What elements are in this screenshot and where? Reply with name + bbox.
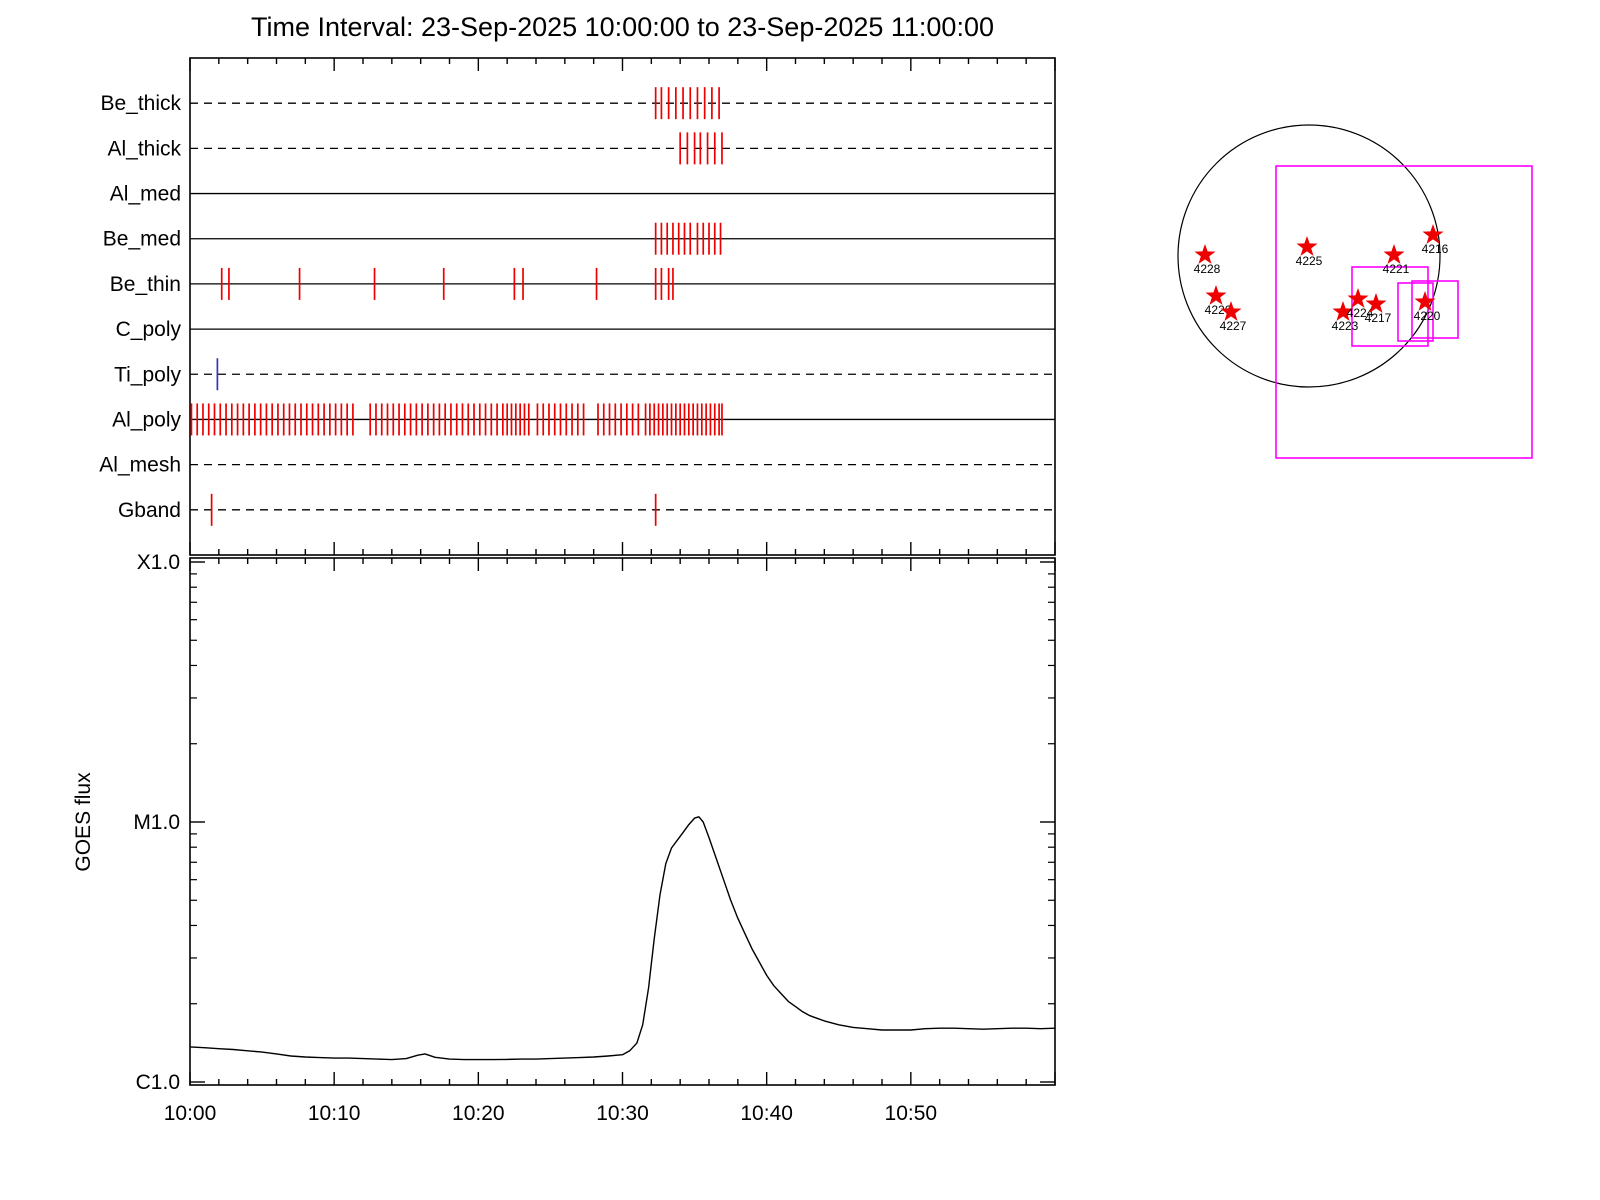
time-axis-label: 10:30: [596, 1102, 649, 1125]
active-region-star: [1332, 301, 1354, 321]
timeline-row-label: Al_mesh: [99, 454, 181, 477]
goes-ytick-label: C1.0: [136, 1071, 180, 1094]
active-region-label: 4216: [1422, 242, 1449, 256]
active-region-star: [1220, 301, 1242, 321]
active-region-star: [1365, 293, 1387, 313]
active-region-label: 4226: [1205, 303, 1232, 317]
chart-title: Time Interval: 23-Sep-2025 10:00:00 to 2…: [250, 12, 994, 42]
goes-ytick-label: X1.0: [137, 551, 180, 574]
time-axis-label: 10:20: [452, 1102, 505, 1125]
timeline-row-label: Gband: [118, 499, 181, 522]
timeline-row-label: Al_thick: [107, 137, 181, 160]
active-region-label: 4227: [1220, 319, 1247, 333]
fov-box: [1397, 282, 1434, 342]
active-region-star: [1414, 291, 1436, 311]
active-region-label: 4223: [1332, 319, 1359, 333]
active-region-star: [1347, 288, 1369, 308]
goes-flux-axis-title: GOES flux: [72, 772, 95, 872]
goes-flux-panel: C1.0 M1.0 X1.0 10:00 10:10 10:20 10:30 10:40 10:…: [72, 551, 1056, 1125]
timeline-row-label: Ti_poly: [114, 363, 181, 386]
active-region-star: [1205, 285, 1227, 305]
goes-ytick-label: M1.0: [133, 811, 180, 834]
active-region-star: [1422, 224, 1444, 244]
active-region-label: 4224: [1347, 306, 1374, 320]
fov-box: [1275, 165, 1533, 459]
active-region-star: [1296, 236, 1318, 256]
goes-flux-curve: [189, 816, 1056, 1061]
active-region-label: 4225: [1296, 254, 1323, 268]
timeline-row-label: Be_thick: [100, 92, 181, 115]
filter-timeline-panel: Be_thick Al_thick Al_med Be_med Be_thin C_pol…: [99, 57, 1056, 556]
active-region-label: 4221: [1383, 262, 1410, 276]
solar-disk-outline: [1177, 124, 1441, 388]
active-region-star: [1194, 244, 1216, 264]
timeline-row-label: Al_med: [110, 183, 181, 206]
timeline-row-label: Be_thin: [110, 273, 181, 296]
timeline-row-label: C_poly: [116, 318, 182, 341]
time-axis-label: 10:10: [308, 1102, 361, 1125]
fov-box: [1411, 280, 1459, 339]
active-region-label: 4220: [1414, 309, 1441, 323]
active-region-label: 4228: [1194, 262, 1221, 276]
active-region-star: [1383, 244, 1405, 264]
timeline-row-label: Al_poly: [112, 408, 181, 431]
timeline-row-label: Be_med: [103, 228, 181, 251]
active-region-label: 4217: [1365, 311, 1392, 325]
time-axis-label: 10:00: [164, 1102, 217, 1125]
time-axis-label: 10:50: [885, 1102, 938, 1125]
time-axis-label: 10:40: [740, 1102, 793, 1125]
